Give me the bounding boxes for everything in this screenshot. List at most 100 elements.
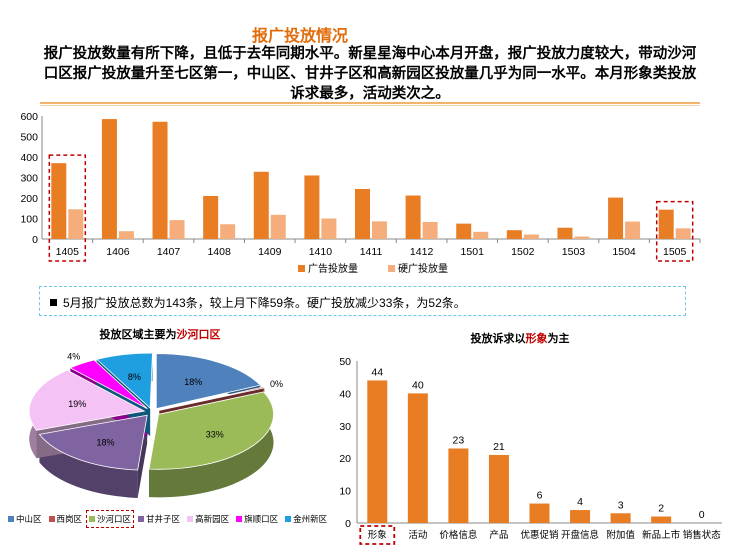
x-tick-label: 附加值	[606, 529, 635, 541]
y-tick-label: 600	[20, 111, 38, 123]
ad-volume-bar	[506, 230, 522, 239]
legend-swatch	[236, 516, 243, 522]
appeal-bar	[407, 393, 428, 523]
y-tick-label: 40	[339, 388, 351, 400]
ad-volume-bar	[203, 195, 219, 239]
ad-volume-bar	[51, 163, 67, 239]
pie-slice-中山区	[155, 353, 262, 410]
pie-chart-title: 投放区域主要为沙河口区	[99, 329, 221, 341]
hard-ad-volume-bar	[675, 228, 691, 239]
pie-legend-item: 西岗区	[48, 513, 82, 525]
appeal-chart-title: 投放诉求以形象为主	[470, 333, 570, 345]
y-tick-label: 10	[339, 486, 351, 498]
pie-value-label: 8%	[128, 372, 141, 382]
x-tick-label: 1412	[410, 246, 434, 258]
y-tick-label: 50	[339, 356, 351, 368]
data-label: 21	[493, 441, 505, 453]
pie-legend: 中山区 西岗区 沙河口区 甘井子区 高新园区 旗顺口区 金州新区	[8, 510, 334, 528]
summary-text: 报广投放数量有所下降，且低于去年同期水平。新星星海中心本月开盘，报广投放力度较大…	[43, 46, 697, 102]
x-tick-label: 1503	[562, 246, 586, 258]
hard-ad-volume-bar	[625, 221, 641, 239]
pie-legend-item: 甘井子区	[138, 513, 180, 525]
legend-label: 沙河口区	[97, 514, 132, 524]
pie-legend-item: 沙河口区	[86, 510, 135, 528]
hard-ad-volume-bar	[523, 234, 539, 239]
highlight-box	[48, 154, 87, 262]
pie-slice-side	[149, 391, 274, 498]
x-tick-label: 1502	[511, 246, 535, 258]
x-tick-label: 1409	[258, 246, 282, 258]
appeal-bar	[367, 380, 388, 523]
x-tick-label: 1406	[106, 246, 130, 258]
highlight-box	[655, 200, 694, 262]
appeal-bar	[570, 510, 591, 523]
data-label: 23	[453, 434, 465, 446]
pie-slice-side	[39, 434, 138, 498]
y-tick-label: 500	[20, 132, 38, 144]
pie-slice-甘井子区	[38, 414, 148, 471]
note-box: 5月报广投放总数为143条，较上月下降59条。硬广投放减少33条，为52条。	[39, 286, 686, 316]
ad-volume-bar	[405, 195, 421, 239]
x-tick-label: 1410	[309, 246, 333, 258]
y-tick-label: 0	[345, 518, 351, 530]
x-tick-label: 1408	[207, 246, 231, 258]
legend-swatch	[89, 516, 96, 522]
pie-value-label: 18%	[96, 437, 114, 447]
x-tick-label: 形象	[368, 529, 388, 541]
hard-ad-volume-bar	[118, 231, 134, 239]
ad-volume-bar	[152, 121, 168, 239]
legend-swatch	[8, 516, 14, 522]
pie-value-label: 0%	[270, 379, 283, 389]
appeal-bar	[488, 454, 509, 523]
pie-slice-西岗区	[159, 386, 266, 411]
hard-ad-volume-bar	[372, 221, 387, 239]
x-tick-label: 1501	[461, 246, 485, 258]
y-tick-label: 200	[20, 193, 38, 205]
pie-value-label: 33%	[206, 429, 224, 439]
legend-label: 中山区	[16, 514, 42, 524]
x-tick-label: 1504	[612, 246, 636, 258]
data-label: 40	[412, 379, 424, 391]
pie-value-label: 18%	[184, 377, 202, 387]
legend-label: 旗顺口区	[244, 514, 279, 524]
appeal-bar	[448, 448, 469, 523]
y-tick-label: 30	[339, 421, 351, 433]
legend-swatch	[298, 265, 305, 272]
appeal-bar	[610, 513, 631, 523]
pie-slice-金州新区	[95, 352, 153, 409]
legend-label: 甘井子区	[146, 514, 181, 524]
highlight-box	[359, 525, 396, 545]
hard-ad-volume-bar	[422, 221, 438, 239]
hard-ad-volume-bar	[220, 224, 236, 239]
pie-legend-item: 高新园区	[187, 513, 229, 525]
data-label: 6	[537, 490, 543, 502]
hard-ad-volume-bar	[68, 209, 84, 239]
data-label: 44	[371, 366, 383, 378]
ad-volume-bar	[658, 209, 674, 239]
pie-legend-item: 中山区	[8, 513, 42, 525]
district-pie-chart: 18% 0% 33% 18% 19% 4% 8%	[28, 351, 283, 498]
x-tick-label: 1407	[157, 246, 181, 258]
legend-swatch	[388, 265, 395, 272]
appeal-bar	[651, 516, 672, 523]
x-tick-label: 1405	[56, 246, 80, 258]
pie-slice-沙河口区	[148, 391, 274, 470]
ad-volume-bar	[456, 223, 472, 239]
note-text: 5月报广投放总数为143条，较上月下降59条。硬广投放减少33条，为52条。	[63, 296, 466, 310]
legend-swatch	[138, 516, 145, 522]
y-tick-label: 400	[20, 152, 38, 164]
x-tick-label: 价格信息	[439, 529, 477, 541]
data-label: 0	[699, 509, 705, 521]
pie-legend-item: 金州新区	[285, 513, 327, 525]
x-tick-label: 活动	[408, 529, 427, 541]
bullet-square-icon	[50, 299, 57, 306]
pie-legend-item: 旗顺口区	[236, 513, 278, 525]
y-tick-label: 100	[20, 214, 38, 226]
legend-swatch	[187, 516, 194, 522]
ad-volume-bar	[101, 119, 117, 239]
hard-ad-volume-bar	[169, 220, 185, 239]
legend-label: 广告投放量	[308, 262, 358, 275]
y-tick-label: 0	[32, 234, 38, 246]
appeal-bar-chart: 0102030405044形象40活动23价格信息21产品6优惠促销4开盘信息3…	[339, 356, 722, 545]
y-tick-label: 300	[20, 173, 38, 185]
